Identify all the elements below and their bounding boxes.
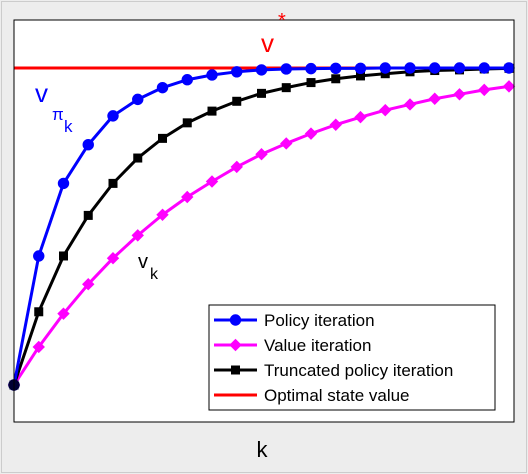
series-truncated-policy-iteration [9, 63, 514, 390]
plot-frame [13, 19, 515, 423]
data-point-truncated-policy-iteration-7 [182, 118, 192, 128]
data-point-policy-iteration-19 [478, 62, 490, 74]
data-point-policy-iteration-16 [404, 62, 416, 74]
data-point-value-iteration-17 [428, 92, 441, 105]
data-point-value-iteration-10 [255, 148, 268, 161]
data-point-truncated-policy-iteration-2 [59, 251, 68, 261]
series-layer [7, 62, 516, 392]
data-point-value-iteration-15 [379, 103, 392, 117]
legend-marker-truncated-policy-iteration [231, 365, 240, 375]
legend-label-optimal-state-value: Optimal state value [264, 386, 410, 405]
data-point-policy-iteration-17 [429, 62, 441, 74]
data-point-policy-iteration-9 [231, 66, 243, 78]
legend-entry-optimal-state-value: Optimal state value [214, 386, 410, 405]
legend: Policy iteration Value iteration Truncated… [208, 304, 496, 411]
data-point-truncated-policy-iteration-6 [158, 133, 167, 143]
data-point-truncated-policy-iteration-4 [108, 178, 118, 188]
data-point-value-iteration-13 [329, 118, 342, 131]
legend-entry-value-iteration: Value iteration [214, 336, 371, 355]
annotation-v-pi-k-subscript: π [52, 105, 64, 124]
legend-entry-truncated-policy-iteration: Truncated policy iteration [214, 361, 453, 380]
data-point-value-iteration-3 [82, 277, 95, 291]
data-point-truncated-policy-iteration-12 [306, 78, 316, 88]
data-point-policy-iteration-13 [330, 62, 342, 75]
annotation-v-pi-k-subsubscript: k [64, 117, 73, 136]
data-point-policy-iteration-5 [132, 93, 144, 106]
data-point-truncated-policy-iteration-10 [257, 88, 266, 98]
legend-marker-policy-iteration [229, 314, 242, 326]
data-point-policy-iteration-20 [503, 62, 515, 74]
data-point-policy-iteration-15 [379, 62, 391, 74]
x-axis-label: k [257, 437, 269, 462]
data-point-value-iteration-7 [181, 190, 194, 204]
legend-entry-policy-iteration: Policy iteration [214, 311, 375, 330]
data-point-policy-iteration-1 [33, 250, 45, 262]
data-point-truncated-policy-iteration-5 [133, 153, 143, 163]
data-point-truncated-policy-iteration-9 [232, 96, 242, 106]
data-point-policy-iteration-3 [82, 139, 94, 151]
data-point-value-iteration-2 [57, 307, 70, 320]
data-point-policy-iteration-18 [453, 62, 466, 74]
legend-label-policy-iteration: Policy iteration [264, 311, 375, 330]
data-point-policy-iteration-7 [181, 74, 193, 86]
annotation-v-star: v [261, 28, 274, 58]
data-point-policy-iteration-8 [206, 69, 218, 81]
data-point-policy-iteration-2 [57, 177, 70, 190]
data-point-value-iteration-4 [106, 251, 120, 265]
annotation-v-star-base: v [261, 28, 274, 58]
data-point-value-iteration-1 [32, 340, 45, 354]
data-point-policy-iteration-6 [156, 81, 169, 94]
data-point-value-iteration-20 [502, 80, 516, 93]
data-point-value-iteration-11 [280, 137, 293, 150]
data-point-value-iteration-18 [453, 88, 466, 101]
legend-label-truncated-policy-iteration: Truncated policy iteration [264, 361, 453, 380]
legend-box [208, 304, 496, 411]
data-point-truncated-policy-iteration-11 [281, 83, 291, 93]
annotation-v-pi-k-base: v [35, 78, 48, 108]
data-point-truncated-policy-iteration-3 [83, 210, 93, 220]
annotation-v-k-subscript: k [150, 266, 159, 283]
series-value-iteration [7, 80, 516, 392]
data-point-policy-iteration-11 [280, 63, 292, 75]
data-point-value-iteration-19 [478, 83, 491, 97]
data-point-value-iteration-12 [304, 127, 318, 140]
data-point-value-iteration-5 [131, 229, 144, 242]
data-point-value-iteration-9 [230, 160, 243, 174]
data-point-value-iteration-16 [403, 98, 417, 111]
data-point-truncated-policy-iteration-13 [331, 74, 341, 84]
data-point-policy-iteration-4 [107, 110, 119, 122]
annotation-v-star-superscript: * [278, 10, 286, 32]
data-point-value-iteration-8 [205, 175, 219, 188]
legend-label-value-iteration: Value iteration [264, 336, 371, 355]
data-point-policy-iteration-14 [354, 62, 367, 75]
data-point-truncated-policy-iteration-1 [34, 307, 44, 317]
data-point-policy-iteration-12 [305, 62, 317, 75]
annotation-v-k-base: v [138, 251, 148, 273]
legend-marker-value-iteration [229, 338, 242, 352]
data-point-value-iteration-14 [354, 110, 367, 124]
data-point-value-iteration-6 [156, 208, 169, 221]
data-point-policy-iteration-10 [255, 64, 268, 76]
data-point-truncated-policy-iteration-8 [207, 106, 217, 116]
